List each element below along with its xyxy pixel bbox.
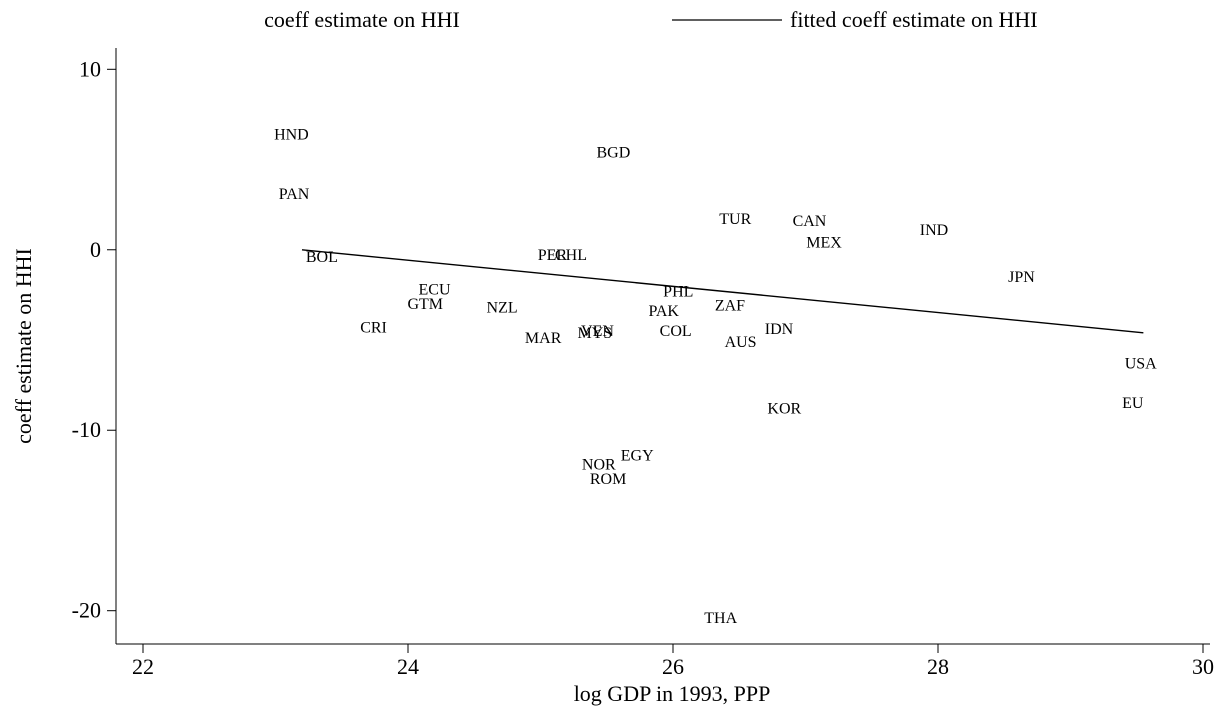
x-axis-label: log GDP in 1993, PPP (574, 681, 771, 706)
point-label-kor: KOR (767, 401, 801, 418)
x-tick-label: 26 (662, 654, 684, 679)
y-tick-label: -20 (72, 598, 101, 623)
legend-scatter-label: coeff estimate on HHI (264, 7, 460, 32)
point-label-phl: PHL (663, 283, 693, 300)
point-label-per: PER (538, 247, 568, 264)
x-tick-label: 30 (1192, 654, 1214, 679)
point-label-nzl: NZL (487, 300, 518, 317)
legend: coeff estimate on HHI fitted coeff estim… (264, 7, 1037, 32)
x-ticks: 22 24 26 28 30 (132, 644, 1214, 679)
point-label-can: CAN (793, 213, 827, 230)
point-label-tur: TUR (719, 211, 751, 228)
y-tick-label: 10 (79, 56, 101, 81)
point-label-aus: AUS (725, 334, 757, 351)
point-label-bol: BOL (306, 249, 338, 266)
y-tick-label: -10 (72, 417, 101, 442)
point-label-gtm: GTM (407, 296, 443, 313)
point-label-zaf: ZAF (715, 298, 745, 315)
point-label-usa: USA (1125, 355, 1157, 372)
point-label-nor: NOR (582, 457, 616, 474)
fitted-line-layer (301, 249, 1144, 334)
point-label-mar: MAR (525, 330, 562, 347)
point-label-mys: MYS (577, 325, 612, 342)
point-label-bgd: BGD (596, 144, 630, 161)
point-label-hnd: HND (274, 126, 309, 143)
point-label-pan: PAN (279, 186, 310, 203)
point-label-idn: IDN (765, 321, 794, 338)
point-label-pak: PAK (648, 303, 679, 320)
x-tick-label: 24 (397, 654, 419, 679)
y-tick-label: 0 (90, 237, 101, 262)
y-ticks: 10 0 -10 -20 (72, 56, 116, 623)
point-label-mex: MEX (806, 235, 842, 252)
point-label-ecu: ECU (419, 281, 451, 298)
point-label-cri: CRI (360, 319, 387, 336)
point-label-rom: ROM (590, 471, 626, 488)
legend-line-label: fitted coeff estimate on HHI (790, 7, 1038, 32)
point-label-jpn: JPN (1008, 269, 1035, 286)
point-label-egy: EGY (621, 447, 654, 464)
fitted-line (301, 249, 1144, 334)
x-tick-label: 22 (132, 654, 154, 679)
x-tick-label: 28 (927, 654, 949, 679)
point-label-eu: EU (1122, 395, 1144, 412)
y-axis-label: coeff estimate on HHI (11, 248, 36, 444)
point-label-col: COL (660, 323, 692, 340)
point-label-ind: IND (920, 222, 948, 239)
point-label-ven: VEN (581, 323, 614, 340)
point-label-tha: THA (704, 610, 737, 627)
point-label-chl: CHL (555, 247, 587, 264)
